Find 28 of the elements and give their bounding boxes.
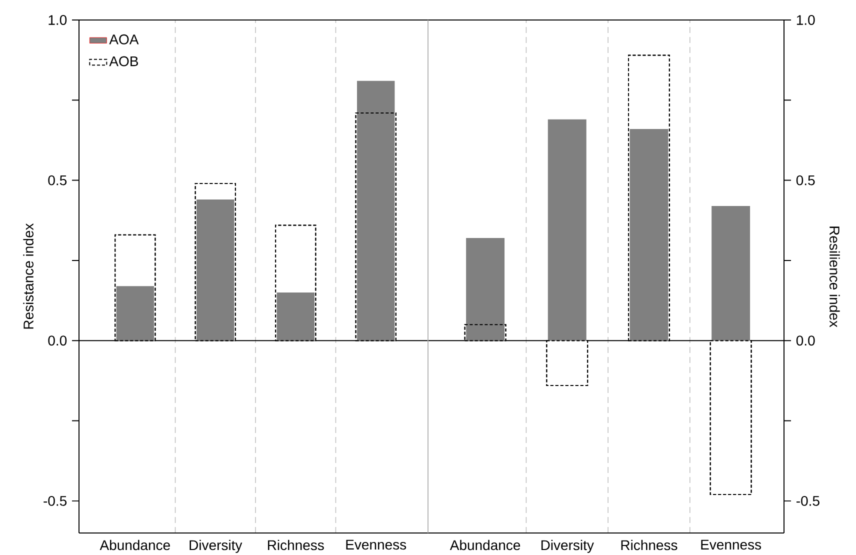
y-tick-label: 0.0 <box>48 336 67 346</box>
y2-tick-label: -0.5 <box>796 496 820 506</box>
legend-label: AOB <box>109 56 138 66</box>
legend-label: AOA <box>109 34 139 44</box>
x-tick-label: Abundance <box>450 540 520 550</box>
bar <box>712 206 750 341</box>
y2-axis-title: Resilience index <box>830 226 840 328</box>
y2-tick-label: 0.0 <box>796 336 815 346</box>
bar <box>196 200 234 341</box>
x-tick-label: Richness <box>621 540 678 550</box>
x-tick-label: Abundance <box>100 540 170 550</box>
bar <box>356 80 395 341</box>
x-tick-label: Diversity <box>541 540 594 553</box>
bar <box>466 238 505 341</box>
y2-tick-label: 1.0 <box>796 15 815 25</box>
bar <box>548 119 586 341</box>
y-tick-label: -0.5 <box>44 496 67 506</box>
y-axis-title: Resistance index <box>23 223 34 329</box>
bar <box>276 292 314 341</box>
y-tick-label: 0.5 <box>48 175 67 186</box>
x-tick-label: Richness <box>268 540 324 550</box>
x-tick-label: Diversity <box>190 540 242 553</box>
bar <box>116 286 154 341</box>
x-tick-label: Evenness <box>346 540 406 550</box>
bar <box>630 129 668 341</box>
x-tick-label: Evenness <box>701 540 762 550</box>
y-tick-label: 1.0 <box>48 15 67 25</box>
y2-tick-label: 0.5 <box>796 175 815 186</box>
